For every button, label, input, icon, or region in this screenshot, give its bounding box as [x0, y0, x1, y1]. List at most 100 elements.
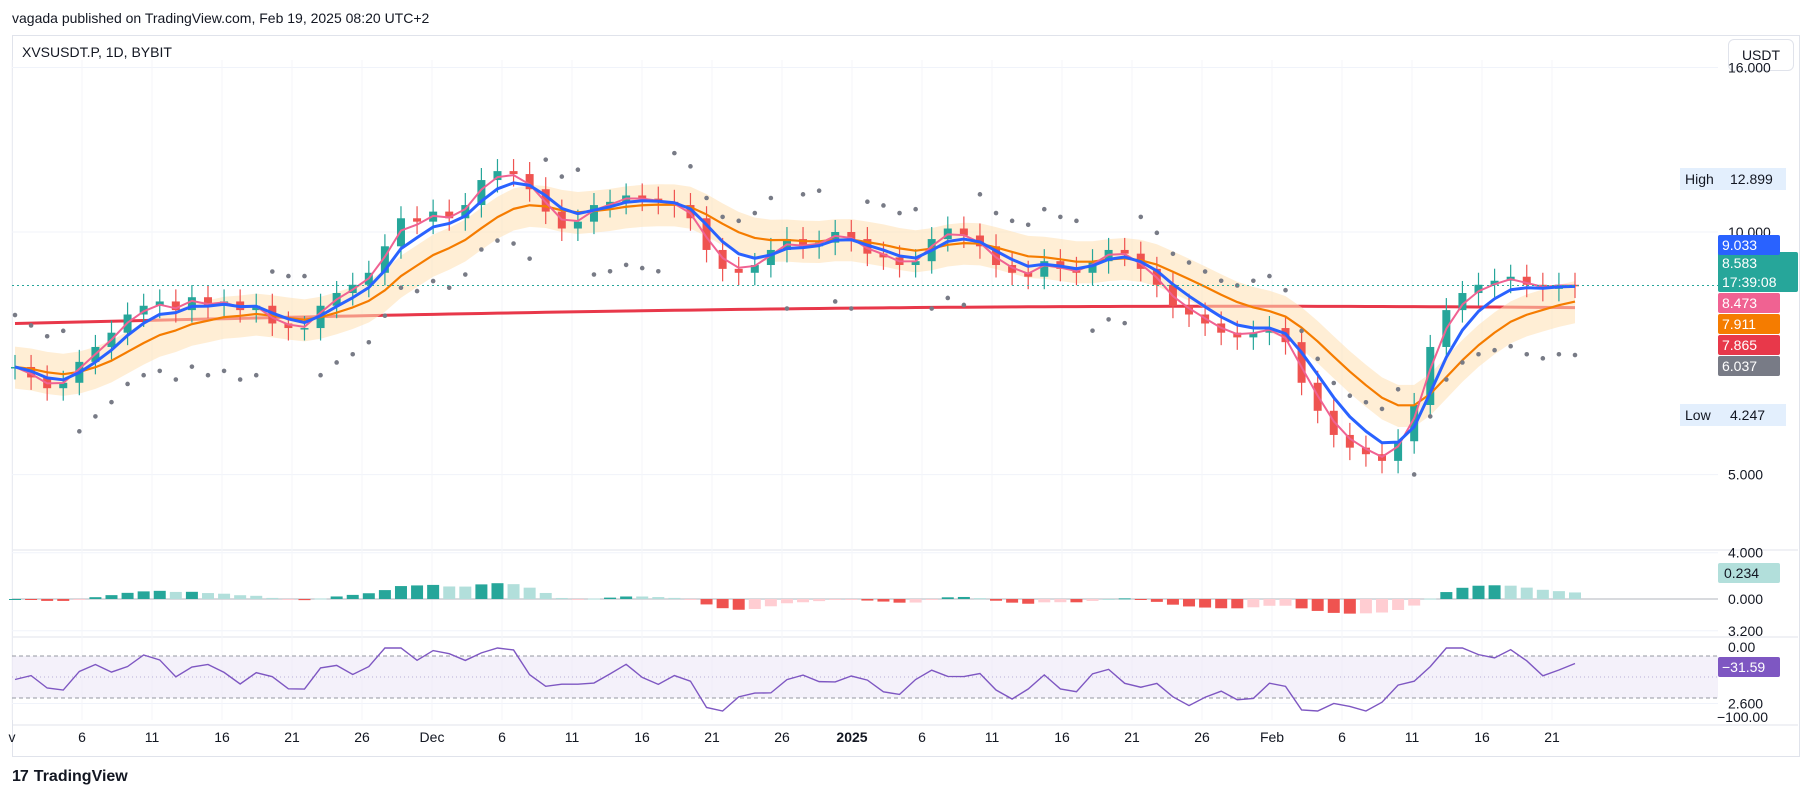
price-tag-wma-text: 8.473	[1722, 295, 1757, 311]
footer: 17 TradingView	[12, 768, 128, 786]
histogram-bar	[1231, 599, 1244, 609]
sar-dot	[1154, 230, 1160, 236]
sar-dot	[1379, 406, 1385, 412]
sar-dot	[495, 238, 500, 243]
sar-dot	[1508, 343, 1513, 349]
price-tag-sar	[1718, 356, 1780, 376]
candle	[187, 285, 196, 323]
candle-body	[1185, 305, 1194, 315]
candle-body	[461, 205, 470, 219]
price-tick-label: 16.000	[1728, 59, 1771, 75]
candle	[1040, 249, 1049, 290]
sar-dot	[463, 272, 468, 277]
histogram-bar	[1520, 587, 1533, 599]
time-tick-label: 16	[634, 729, 650, 745]
sar-dot	[881, 203, 886, 208]
candle-body	[541, 189, 550, 212]
histogram-bar	[218, 593, 231, 599]
candle-body	[911, 261, 920, 266]
high-marker-label: High	[1685, 171, 1714, 187]
sar-dot	[1122, 320, 1127, 326]
candle-body	[300, 328, 309, 330]
histogram-bar	[1440, 592, 1453, 599]
sar-dot	[12, 312, 18, 318]
sar-dot	[591, 272, 597, 277]
sar-dot	[173, 377, 179, 382]
price-tag-wma	[1718, 293, 1780, 313]
candle-body	[59, 382, 68, 389]
candle	[461, 193, 470, 231]
time-tick-label: 26	[774, 729, 790, 745]
sar-dot	[1331, 380, 1337, 386]
sar-dot	[1283, 287, 1288, 293]
sar-dot	[93, 414, 98, 419]
tradingview-logo-icon: 17	[12, 768, 29, 785]
sar-dot	[1041, 206, 1047, 212]
histogram-bar	[1247, 599, 1260, 608]
sar-dot	[221, 368, 227, 374]
histogram-bar	[443, 586, 456, 599]
price-tag-ema_fast-text: 9.033	[1722, 237, 1757, 253]
candle-body	[155, 301, 164, 306]
sar-dot	[1395, 386, 1401, 392]
low-marker-value: 4.247	[1730, 407, 1765, 423]
sar-dot	[575, 167, 581, 173]
candle-body	[252, 305, 261, 311]
sar-dot	[704, 195, 709, 201]
sar-dot	[270, 269, 275, 274]
histogram-bar	[973, 598, 986, 600]
histogram-bar	[1118, 598, 1131, 600]
sar-dot	[1427, 414, 1433, 419]
histogram-bar	[1295, 599, 1308, 609]
candle	[589, 193, 598, 235]
sar-dot	[1476, 351, 1481, 357]
histogram-bar	[282, 599, 295, 600]
sar-dot	[109, 399, 114, 405]
currency-button[interactable]: USDT	[1728, 39, 1794, 71]
candle	[718, 237, 727, 282]
sar-dot	[1492, 347, 1497, 353]
slow-ema-line	[14, 203, 1576, 407]
publisher-line: vagada published on TradingView.com, Feb…	[12, 10, 430, 26]
sar-dot	[897, 210, 902, 216]
sar-dot	[655, 268, 661, 274]
histogram-bar	[1134, 599, 1147, 600]
rsi-line	[14, 647, 1576, 712]
last-price-tag	[1718, 252, 1798, 292]
sar-dot	[1444, 377, 1449, 382]
histogram-bar	[1488, 585, 1501, 599]
sar-dot	[511, 241, 516, 246]
sar-dot	[1186, 260, 1192, 265]
price-tag-ema_slow	[1718, 314, 1780, 334]
histogram-bar	[1086, 599, 1099, 601]
histogram-bar	[1199, 599, 1212, 608]
candle	[847, 219, 856, 252]
histogram-bar	[266, 597, 279, 599]
histogram-bar	[73, 599, 86, 600]
candle-body	[750, 265, 759, 273]
candle-body	[1410, 405, 1419, 442]
histogram-bar	[620, 596, 633, 599]
histogram-bar	[957, 596, 970, 599]
histogram-bar	[491, 583, 504, 599]
sar-dot	[1009, 218, 1015, 224]
sar-dot	[205, 372, 211, 378]
time-tick-label: 11	[145, 729, 160, 745]
histogram-bar	[1038, 599, 1051, 603]
sar-dot	[1170, 251, 1176, 257]
candle-body	[1120, 249, 1129, 254]
sar-dot	[784, 306, 790, 311]
candle	[1297, 330, 1306, 396]
candle	[766, 237, 775, 278]
candle-body	[638, 195, 647, 199]
candle-body	[589, 205, 598, 222]
time-tick-label: 11	[565, 729, 580, 745]
time-tick-label: Dec	[420, 729, 445, 745]
price-tick-label: 3.200	[1728, 623, 1763, 639]
candle	[1474, 272, 1483, 306]
candle-body	[702, 218, 711, 250]
histogram-bar	[941, 597, 954, 599]
sar-dot	[157, 368, 163, 374]
histogram-bar	[764, 599, 777, 607]
histogram-bar	[185, 591, 198, 599]
